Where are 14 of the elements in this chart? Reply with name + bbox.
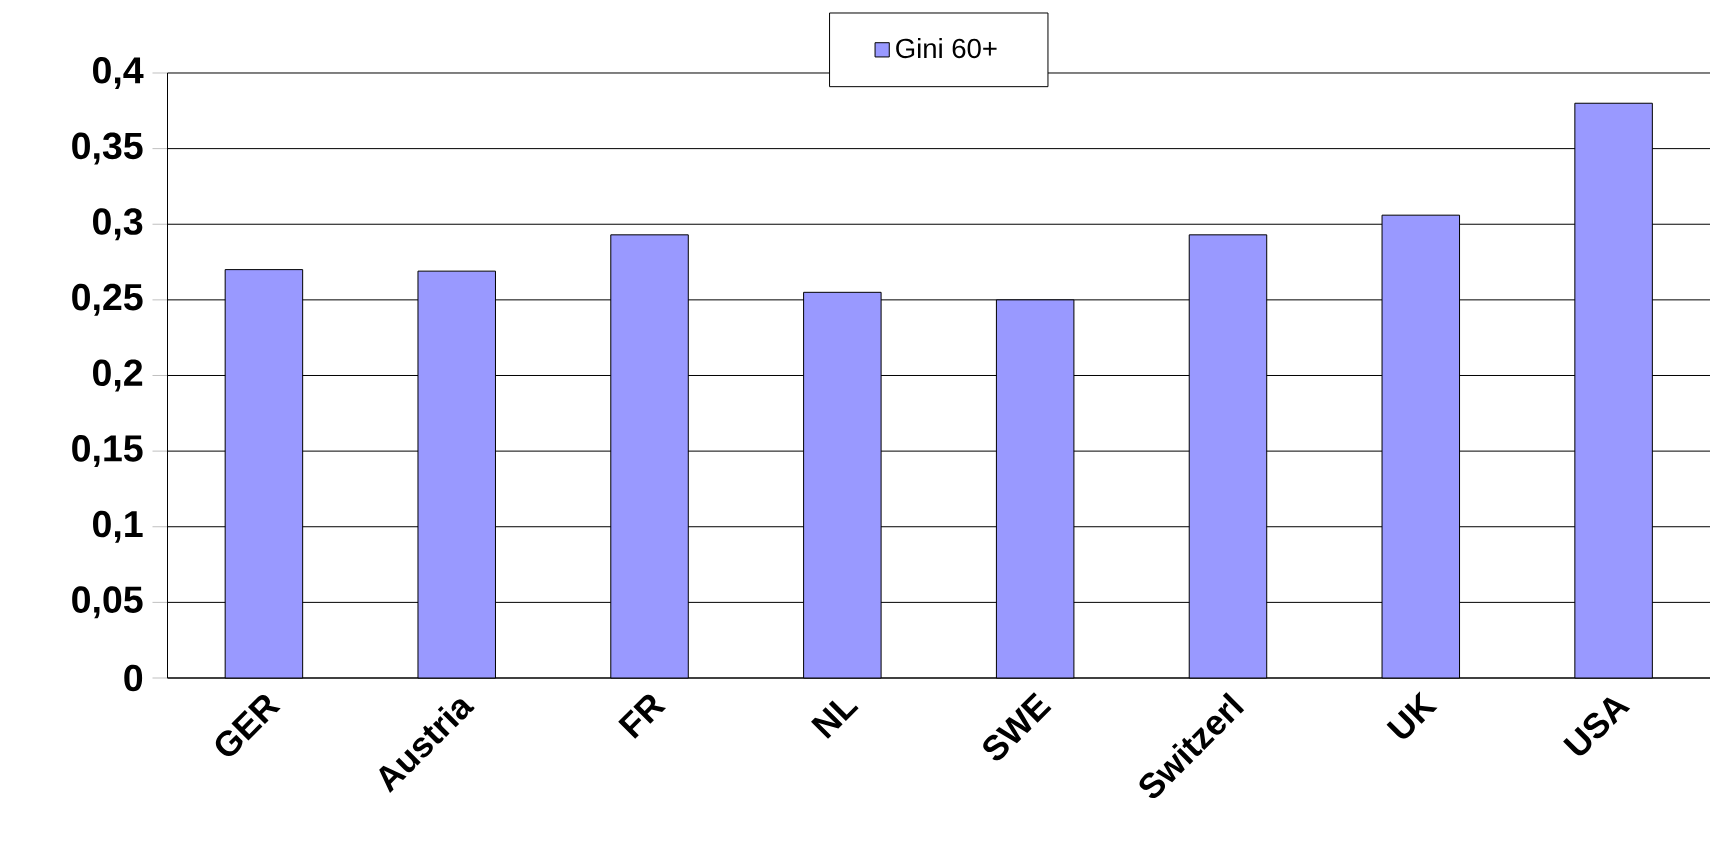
y-tick-label: 0,15 bbox=[72, 435, 143, 468]
y-tick-label: 0,3 bbox=[93, 208, 143, 241]
y-tick-label: 0,35 bbox=[72, 132, 143, 165]
y-tick-label: 0,2 bbox=[93, 359, 143, 392]
y-tick-label: 0 bbox=[124, 664, 143, 692]
y-tick-label: 0,1 bbox=[93, 510, 143, 543]
y-tick-label: 0,25 bbox=[72, 283, 143, 316]
x-tick-label: USA bbox=[1563, 697, 1631, 756]
x-tick-label: UK bbox=[1386, 691, 1438, 739]
x-tick-label: NL bbox=[811, 700, 859, 739]
x-tick-label: FR bbox=[618, 694, 667, 739]
y-tick-label: 0,4 bbox=[93, 56, 144, 89]
legend-label: Gini 60+ bbox=[896, 38, 997, 59]
y-tick-label: 0,05 bbox=[72, 586, 143, 619]
